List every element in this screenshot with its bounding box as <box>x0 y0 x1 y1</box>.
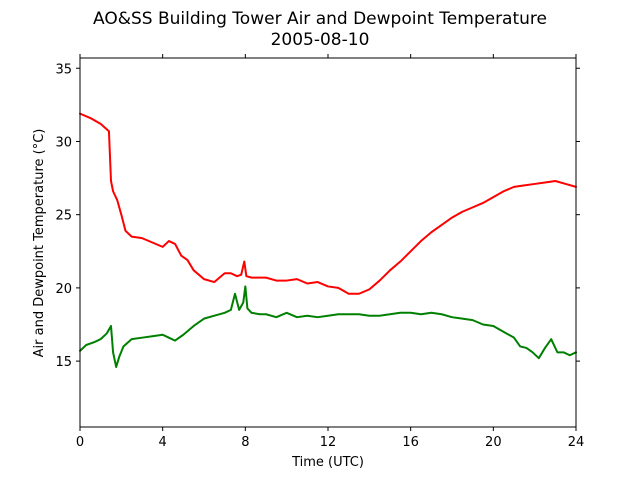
series-line-1 <box>79 112 577 295</box>
x-axis: 0 4 8 12 16 20 24 <box>76 54 584 450</box>
y-axis: 15 20 25 30 35 <box>55 62 580 370</box>
y-tick-label: 30 <box>55 135 72 150</box>
x-tick-label: 16 <box>402 435 419 450</box>
x-tick-label: 20 <box>485 435 502 450</box>
x-axis-label: Time (UTC) <box>291 455 364 470</box>
y-tick-label: 20 <box>55 282 72 297</box>
y-axis-label: Air and Dewpoint Temperature (°C) <box>32 129 47 358</box>
series-line-2 <box>79 285 577 368</box>
x-tick-label: 0 <box>76 435 84 450</box>
chart-title: AO&SS Building Tower Air and Dewpoint Te… <box>93 9 547 29</box>
y-tick-label: 35 <box>55 62 72 77</box>
x-tick-label: 24 <box>568 435 585 450</box>
y-tick-label: 25 <box>55 209 72 224</box>
x-tick-label: 8 <box>241 435 249 450</box>
chart-subtitle: 2005-08-10 <box>271 30 370 50</box>
x-tick-label: 12 <box>320 435 337 450</box>
series-layer <box>79 112 577 368</box>
y-tick-label: 15 <box>55 355 72 370</box>
x-tick-label: 4 <box>159 435 167 450</box>
